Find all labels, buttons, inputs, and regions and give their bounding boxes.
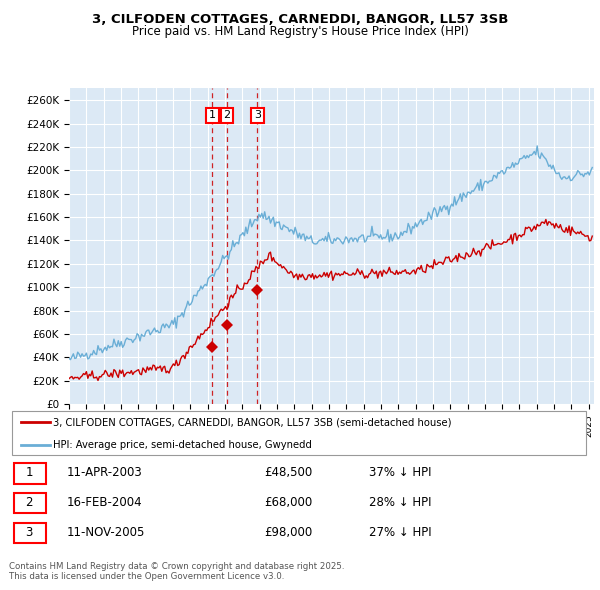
Text: 3, CILFODEN COTTAGES, CARNEDDI, BANGOR, LL57 3SB: 3, CILFODEN COTTAGES, CARNEDDI, BANGOR, … [92, 13, 508, 26]
Text: 37% ↓ HPI: 37% ↓ HPI [369, 466, 431, 479]
Text: 11-APR-2003: 11-APR-2003 [67, 466, 143, 479]
Text: 3: 3 [26, 526, 33, 539]
Text: 2: 2 [26, 496, 33, 509]
Text: £68,000: £68,000 [265, 496, 313, 509]
Text: £48,500: £48,500 [265, 466, 313, 479]
FancyBboxPatch shape [12, 411, 586, 455]
Text: 3: 3 [254, 110, 261, 120]
Text: 1: 1 [26, 466, 33, 479]
Text: Price paid vs. HM Land Registry's House Price Index (HPI): Price paid vs. HM Land Registry's House … [131, 25, 469, 38]
Text: 28% ↓ HPI: 28% ↓ HPI [369, 496, 431, 509]
Text: 16-FEB-2004: 16-FEB-2004 [67, 496, 143, 509]
FancyBboxPatch shape [14, 463, 46, 484]
Text: 2: 2 [223, 110, 230, 120]
Text: 1: 1 [209, 110, 216, 120]
FancyBboxPatch shape [14, 523, 46, 543]
Text: Contains HM Land Registry data © Crown copyright and database right 2025.
This d: Contains HM Land Registry data © Crown c… [9, 562, 344, 581]
Text: 27% ↓ HPI: 27% ↓ HPI [369, 526, 432, 539]
Text: 11-NOV-2005: 11-NOV-2005 [67, 526, 145, 539]
Text: HPI: Average price, semi-detached house, Gwynedd: HPI: Average price, semi-detached house,… [53, 440, 311, 450]
Text: 3, CILFODEN COTTAGES, CARNEDDI, BANGOR, LL57 3SB (semi-detached house): 3, CILFODEN COTTAGES, CARNEDDI, BANGOR, … [53, 417, 451, 427]
Text: £98,000: £98,000 [265, 526, 313, 539]
FancyBboxPatch shape [14, 493, 46, 513]
